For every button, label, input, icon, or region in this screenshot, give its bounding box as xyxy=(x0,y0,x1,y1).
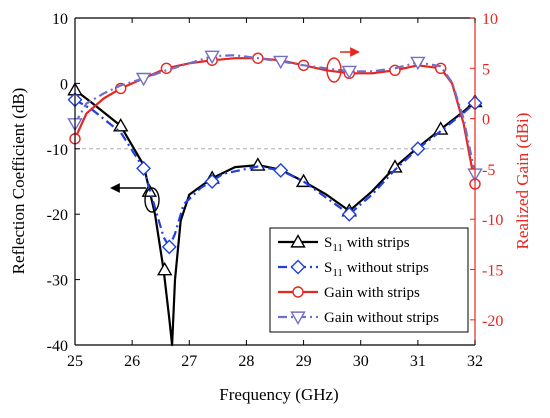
data-point-s11-without-strips xyxy=(341,206,357,222)
data-point-gain-without-strips xyxy=(341,65,357,80)
series-gain-without-strips xyxy=(67,50,483,182)
data-point-s11-with-strips xyxy=(387,159,403,173)
x-tick-label: 29 xyxy=(296,353,312,370)
y-right-tick-label: 0 xyxy=(482,112,490,129)
y-right-tick-label: -15 xyxy=(482,263,503,280)
legend-text-main: S xyxy=(324,260,332,276)
axes-layer: 25 26 27 28 29 30 31 32 -40 -30 -20 -10 0 10 -20 -15 -10… xyxy=(47,11,504,370)
x-tick-label: 27 xyxy=(181,353,197,370)
series-line-s11-without-strips xyxy=(74,98,476,248)
data-point-s11-without-strips xyxy=(204,174,220,189)
y-right-tick-label: 5 xyxy=(482,61,490,78)
data-point-s11-without-strips xyxy=(273,162,289,178)
legend-text-main: Gain with strips xyxy=(324,285,420,301)
x-tick-label: 30 xyxy=(353,353,369,370)
y-axis-left-label: Reflection Coefficient (dB) xyxy=(9,88,28,275)
data-point-s11-without-strips xyxy=(136,160,152,176)
y-left-tick-label: -30 xyxy=(47,273,68,290)
legend-text-rest: without strips xyxy=(343,260,429,276)
legend-text-main: Gain without strips xyxy=(324,310,439,326)
y-left-tick-label: -10 xyxy=(47,142,68,159)
y-left-tick-label: -40 xyxy=(47,338,68,355)
data-point-s11-with-strips xyxy=(113,117,129,132)
x-tick-label: 25 xyxy=(67,353,83,370)
y-right-tick-label: 10 xyxy=(482,11,498,28)
series-line-gain-with-strips xyxy=(73,57,477,185)
y-left-tick-label: 0 xyxy=(60,76,68,93)
x-tick-label: 28 xyxy=(238,353,254,370)
y-right-tick-label: -20 xyxy=(482,313,503,330)
series-line-s11-with-strips xyxy=(74,89,476,347)
legend-marker-s11-without-strips xyxy=(290,259,306,275)
legend-label-s11-with-strips: S11 with strips xyxy=(324,235,410,254)
x-tick-label: 31 xyxy=(410,353,426,370)
left-axis-ellipse xyxy=(144,187,160,213)
data-point-gain-without-strips xyxy=(135,72,152,87)
legend-marker-gain-with-strips xyxy=(292,286,304,298)
y-axis-right-label: Realized Gain (dBi) xyxy=(513,113,532,250)
series-line-gain-without-strips xyxy=(74,54,477,175)
left-axis-indicator xyxy=(110,183,160,213)
legend-marker-gain-without-strips xyxy=(290,311,306,325)
legend-text-main: S xyxy=(324,235,332,251)
right-axis-indicator xyxy=(326,47,360,83)
data-point-gain-without-strips xyxy=(410,56,426,71)
y-left-tick-label: -20 xyxy=(47,207,68,224)
legend-label-gain-with-strips: Gain with strips xyxy=(324,285,420,301)
data-point-gain-without-strips xyxy=(273,55,289,70)
legend-label-s11-without-strips: S11 without strips xyxy=(324,260,429,279)
y-right-tick-label: -5 xyxy=(482,162,495,179)
legend-marker-s11-with-strips xyxy=(290,234,306,248)
data-point-s11-without-strips xyxy=(161,239,177,255)
data-point-s11-with-strips xyxy=(157,261,173,276)
x-tick-label: 26 xyxy=(124,353,140,370)
x-axis-label: Frequency (GHz) xyxy=(219,385,338,404)
legend-label-gain-without-strips: Gain without strips xyxy=(324,310,439,326)
y-right-tick-label: -10 xyxy=(482,212,503,229)
legend-text-subscript: 11 xyxy=(332,242,343,254)
data-point-s11-without-strips xyxy=(410,141,426,157)
data-point-gain-without-strips xyxy=(204,50,220,65)
x-tick-label: 32 xyxy=(467,353,483,370)
y-left-tick-label: 10 xyxy=(52,11,68,28)
legend-text-rest: with strips xyxy=(343,235,410,251)
right-axis-ellipse xyxy=(326,57,342,83)
legend-text-subscript: 11 xyxy=(332,267,343,279)
